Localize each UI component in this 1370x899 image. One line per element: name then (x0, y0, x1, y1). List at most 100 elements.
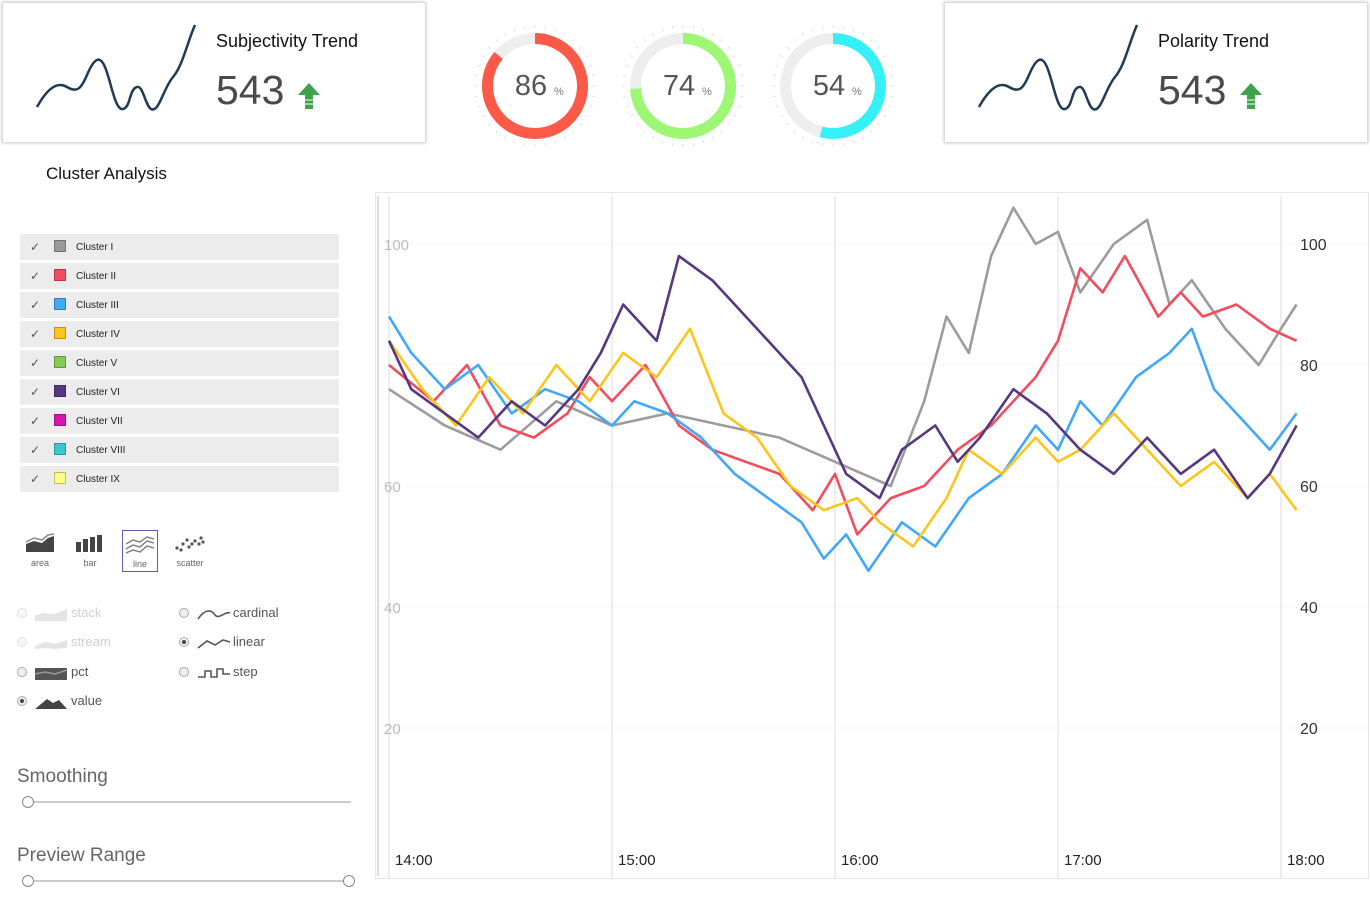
gauge-tick (495, 130, 499, 134)
subjectivity-value: 543 (216, 67, 285, 113)
stream-icon (35, 640, 67, 649)
checkmark-icon[interactable]: ✓ (30, 443, 41, 457)
legend-label: Cluster VII (76, 416, 123, 427)
gauge-value: 86 (515, 70, 547, 102)
offset-stream-label: stream (71, 634, 111, 649)
gauge-tick (861, 135, 864, 140)
checkmark-icon[interactable]: ✓ (30, 414, 41, 428)
legend-item[interactable]: ✓ Cluster VI (20, 379, 339, 405)
gauge-tick (643, 130, 647, 134)
smoothing-track[interactable] (22, 801, 351, 803)
gauge-tick (727, 46, 731, 50)
y-tick-label-right: 80 (1300, 358, 1318, 375)
y-tick-label-right: 40 (1300, 600, 1318, 617)
gauge-tick (481, 55, 486, 58)
y-tick-label-left: 40 (384, 600, 401, 617)
offset-stream-radio[interactable] (17, 637, 27, 647)
gauge-tick (579, 46, 583, 50)
checkmark-icon[interactable]: ✓ (30, 269, 41, 283)
legend-label: Cluster IX (76, 474, 120, 485)
subjectivity-title: Subjectivity Trend (216, 31, 359, 51)
percent-gauge: 54% (772, 25, 894, 147)
checkmark-icon[interactable]: ✓ (30, 240, 41, 254)
legend-item[interactable]: ✓ Cluster VIII (20, 437, 339, 463)
checkmark-icon[interactable]: ✓ (30, 472, 41, 486)
legend-item[interactable]: ✓ Cluster VII (20, 408, 339, 434)
cluster-line-chart: 14:00 15:00 16:00 17:00 18:00 20 40 60 100 20 40 60… (375, 192, 1369, 879)
gauge-tick (504, 32, 507, 37)
gauge-tick (625, 64, 629, 67)
series-line-3 (387, 315, 1298, 573)
renderer-area-label: area (30, 558, 49, 568)
percent-gauge: 86% (474, 25, 596, 147)
offset-pct-radio[interactable] (17, 667, 27, 677)
legend-swatch (54, 240, 66, 252)
gauge-tick (727, 122, 731, 126)
checkmark-icon[interactable]: ✓ (30, 356, 41, 370)
smoothing-label: Smoothing (17, 766, 108, 787)
preview-range-track[interactable] (22, 880, 355, 882)
gauge-unit: % (554, 86, 564, 98)
preview-range-start-handle[interactable] (22, 875, 34, 887)
smoothing-handle[interactable] (22, 796, 34, 808)
gauge-tick (504, 135, 507, 140)
checkmark-icon[interactable]: ✓ (30, 385, 41, 399)
legend-swatch (54, 298, 66, 310)
gauge-tick (711, 32, 714, 37)
interpolation-step-radio[interactable] (179, 667, 189, 677)
renderer-line-label: line (132, 559, 147, 569)
up-arrow-icon (298, 83, 320, 109)
y-tick-label-left: 20 (384, 721, 401, 738)
gauge-tick (711, 135, 714, 140)
gauge-tick (495, 38, 499, 42)
legend-item[interactable]: ✓ Cluster IV (20, 321, 339, 347)
gauge-tick (584, 55, 589, 58)
checkmark-icon[interactable]: ✓ (30, 327, 41, 341)
legend-label: Cluster VI (76, 387, 120, 398)
legend-item[interactable]: ✓ Cluster IX (20, 466, 339, 492)
renderer-line-button[interactable]: line (122, 530, 158, 572)
gauge-tick (589, 64, 593, 67)
gauge-arc (630, 33, 736, 139)
polarity-trend-card: Polarity Trend 543 (944, 2, 1368, 143)
gauge-tick (740, 74, 744, 77)
interpolation-step-label: step (233, 664, 258, 679)
gauge-tick (869, 130, 873, 134)
legend-item[interactable]: ✓ Cluster III (20, 292, 339, 318)
interpolation-linear-label: linear (233, 634, 265, 649)
interpolation-linear-radio[interactable] (179, 637, 189, 647)
gauge-tick (477, 64, 481, 67)
pct-icon (35, 668, 67, 680)
cardinal-icon (197, 610, 231, 620)
legend-item[interactable]: ✓ Cluster V (20, 350, 339, 376)
preview-range-end-handle[interactable] (343, 875, 355, 887)
legend-label: Cluster IV (76, 329, 120, 340)
gauge-tick (793, 38, 797, 42)
gauge-tick (877, 122, 881, 126)
legend-swatch (54, 443, 66, 455)
y-tick-label-right: 20 (1300, 721, 1318, 738)
gauge-tick (671, 25, 674, 29)
value-icon (35, 699, 67, 709)
gauge-tick (592, 74, 596, 77)
offset-pct-label: pct (71, 664, 89, 679)
gauge-tick (740, 95, 744, 98)
renderer-area-button[interactable]: area (22, 530, 58, 572)
gauge-tick (571, 38, 575, 42)
offset-stack-radio[interactable] (17, 608, 27, 618)
series-line-1 (388, 206, 1298, 488)
renderer-bar-label: bar (83, 558, 97, 568)
legend-item[interactable]: ✓ Cluster II (20, 263, 339, 289)
renderer-bar-button[interactable]: bar (72, 530, 108, 572)
gauge-unit: % (852, 86, 862, 98)
preview-range-label: Preview Range (17, 845, 146, 866)
renderer-scatter-button[interactable]: scatter (172, 530, 208, 572)
checkmark-icon[interactable]: ✓ (30, 298, 41, 312)
interpolation-cardinal-radio[interactable] (179, 608, 189, 618)
cluster-analysis-title: Cluster Analysis (46, 164, 167, 183)
offset-value-radio[interactable] (17, 696, 27, 706)
legend-item[interactable]: ✓ Cluster I (20, 234, 339, 260)
x-tick-label: 15:00 (618, 852, 656, 869)
series-line-2 (388, 254, 1298, 536)
gauge-tick (635, 122, 639, 126)
